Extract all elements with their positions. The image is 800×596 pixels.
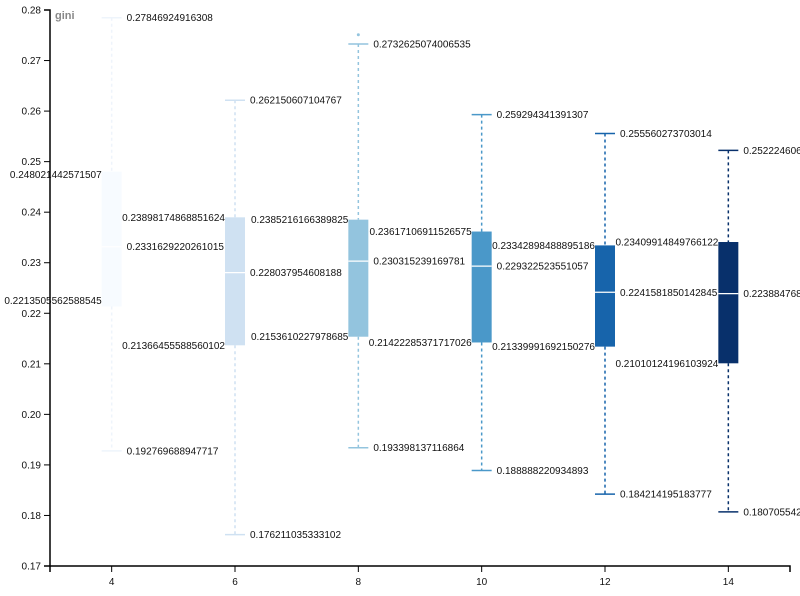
box-group-6: 0.262150607104767 0.228037954608188 0.1762… — [122, 96, 342, 541]
whisker-low-label: 0.193398137116864 — [373, 443, 464, 454]
box — [718, 242, 739, 364]
q1-label: 0.21422285371717026 — [369, 338, 472, 349]
q3-label: 0.248021442571507 — [10, 170, 102, 181]
outlier-point — [356, 33, 360, 37]
y-tick-label: 0.27 — [22, 56, 42, 67]
y-tick-label: 0.18 — [22, 511, 42, 522]
q3-label: 0.23342898488895186 — [492, 241, 595, 252]
median-label: 0.230315239169781 — [373, 257, 465, 268]
whisker-high-label: 0.27846924916308 — [127, 13, 214, 24]
whisker-high-label: 0.259294341391307 — [497, 110, 589, 121]
y-tick-label: 0.25 — [22, 157, 42, 168]
box-group-8: 0.2732625074006535 0.230315239169781 0.193… — [251, 33, 471, 454]
q1-label: 0.21010124196103924 — [615, 359, 718, 370]
x-tick-label: 14 — [723, 577, 735, 588]
x-tick-label: 8 — [356, 577, 362, 588]
box-group-12: 0.255560273703014 0.2241581850142845 0.184… — [492, 129, 718, 501]
whisker-low-label: 0.184214195183777 — [620, 490, 712, 501]
whisker-high-label: 0.2732625074006535 — [373, 40, 471, 51]
x-tick-label: 4 — [109, 577, 115, 588]
y-tick-label: 0.28 — [22, 6, 42, 17]
y-tick-label: 0.23 — [22, 258, 42, 269]
y-axis-line — [44, 9, 51, 567]
whisker-high-label: 0.252224606 — [743, 146, 800, 157]
box — [595, 245, 615, 347]
box-group-10: 0.259294341391307 0.229322523551057 0.1888… — [369, 110, 589, 477]
q3-label: 0.2385216166389825 — [251, 215, 349, 226]
q1-label: 0.21366455588560102 — [122, 341, 225, 352]
y-axis-label: gini — [55, 10, 75, 22]
q3-label: 0.23617106911526575 — [370, 227, 473, 238]
box — [471, 231, 492, 343]
y-tick-label: 0.24 — [22, 208, 42, 219]
median-label: 0.228037954608188 — [250, 268, 342, 279]
whisker-low-label: 0.192769688947717 — [127, 446, 219, 457]
median-label: 0.2331629220261015 — [127, 242, 225, 253]
x-tick-label: 6 — [232, 577, 238, 588]
x-axis-line — [49, 565, 791, 572]
y-tick-label: 0.17 — [22, 562, 42, 573]
q1-label: 0.21339991692150276 — [492, 342, 595, 353]
y-tick-label: 0.21 — [22, 359, 42, 370]
boxes: 0.27846924916308 0.2331629220261015 0.1927… — [4, 13, 800, 541]
median-label: 0.223884768 — [743, 289, 800, 300]
q3-label: 0.23898174868851624 — [122, 213, 225, 224]
whisker-high-label: 0.255560273703014 — [620, 129, 712, 140]
whisker-low-label: 0.176211035333102 — [250, 530, 341, 541]
y-tick-label: 0.20 — [22, 410, 42, 421]
whisker-low-label: 0.180705542 — [743, 507, 800, 518]
whisker-high-label: 0.262150607104767 — [250, 96, 342, 107]
y-tick-label: 0.26 — [22, 107, 42, 118]
box — [225, 217, 245, 346]
q1-label: 0.2213505562588545 — [4, 296, 102, 307]
y-tick-label: 0.22 — [22, 309, 42, 320]
box — [101, 171, 122, 307]
q3-label: 0.23409914849766122 — [615, 238, 718, 249]
q1-label: 0.2153610227978685 — [251, 332, 349, 343]
y-tick-label: 0.19 — [22, 460, 42, 471]
median-label: 0.2241581850142845 — [620, 288, 718, 299]
box-group-4: 0.27846924916308 0.2331629220261015 0.1927… — [4, 13, 224, 457]
box-group-14: 0.252224606 0.223884768 0.180705542 0.23409… — [615, 146, 800, 518]
y-axis: 0.17 0.18 0.19 0.20 0.21 0.22 0.23 0.24 0.25 0.26… — [22, 6, 51, 573]
x-axis: 4 6 8 10 12 14 — [49, 565, 791, 588]
box — [348, 219, 369, 337]
median-label: 0.229322523551057 — [497, 262, 589, 273]
x-tick-label: 10 — [476, 577, 488, 588]
x-tick-label: 12 — [599, 577, 611, 588]
whisker-low-label: 0.188888220934893 — [497, 466, 589, 477]
